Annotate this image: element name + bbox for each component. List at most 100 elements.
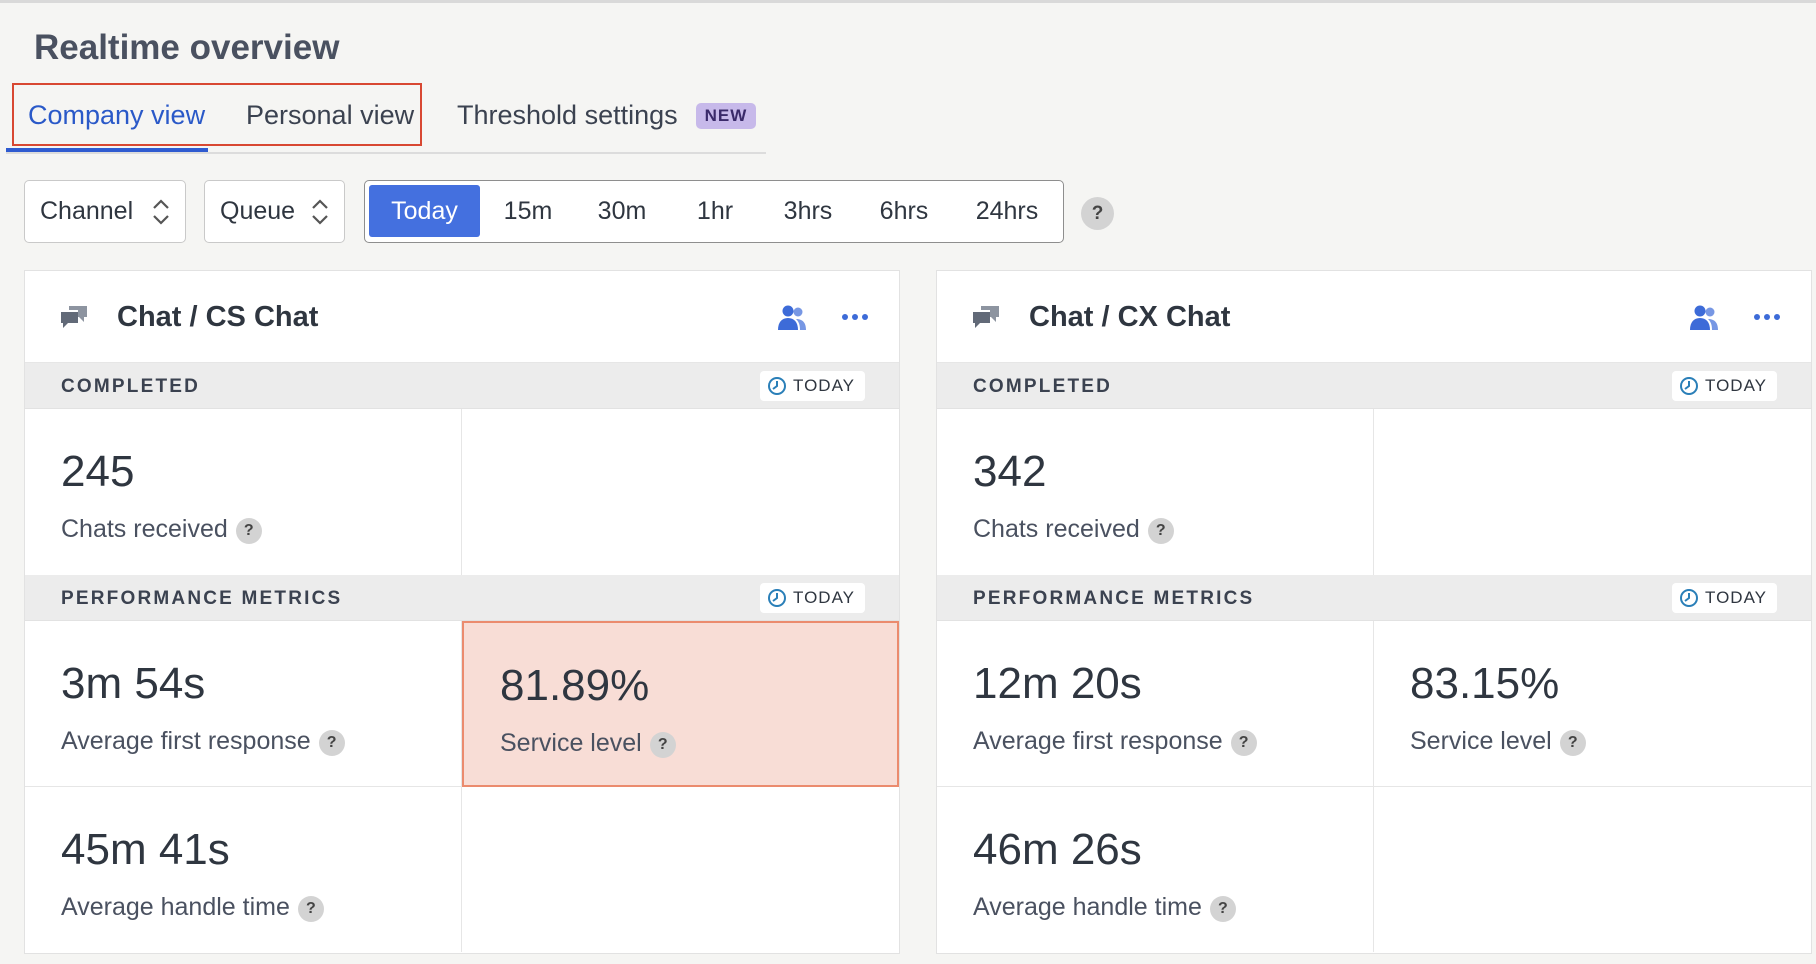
range-6hrs-button[interactable]: 6hrs	[879, 197, 929, 225]
agents-icon[interactable]	[1689, 303, 1719, 331]
period-label: TODAY	[1705, 376, 1767, 395]
completed-section-header: COMPLETED TODAY	[937, 363, 1811, 409]
card-header: Chat / CX Chat	[937, 271, 1811, 363]
metric-value: 45m 41s	[61, 825, 230, 874]
range-1hr-button[interactable]: 1hr	[696, 197, 734, 225]
range-15m-button[interactable]: 15m	[503, 197, 553, 225]
metric-label-text: Average handle time	[61, 893, 290, 921]
help-icon[interactable]: ?	[235, 518, 262, 544]
tab-threshold-settings[interactable]: Threshold settings NEW	[457, 100, 757, 131]
new-badge: NEW	[695, 103, 757, 129]
agents-icon[interactable]	[777, 303, 807, 331]
period-badge: TODAY	[760, 371, 865, 401]
channel-select[interactable]: Channel	[24, 180, 186, 243]
queue-select[interactable]: Queue	[204, 180, 345, 243]
metric-label-text: Average first response	[973, 727, 1223, 755]
help-icon[interactable]: ?	[297, 896, 324, 922]
metric-label: Chats received?	[973, 515, 1174, 544]
chat-bubbles-icon	[61, 306, 87, 328]
tab-company-view[interactable]: Company view	[28, 100, 206, 130]
metric-value: 83.15%	[1410, 659, 1560, 708]
metric-chats-received: 245 Chats received?	[25, 409, 462, 575]
queue-card-cs-chat: Chat / CS Chat COMPLETED TODAY 245 Chats…	[24, 270, 900, 954]
metric-label: Average handle time?	[61, 893, 324, 922]
clock-icon	[1680, 377, 1698, 395]
chat-bubbles-icon	[973, 306, 999, 328]
empty-cell	[1374, 409, 1811, 575]
performance-section-header: PERFORMANCE METRICS TODAY	[25, 575, 899, 621]
metric-label: Chats received?	[61, 515, 262, 544]
chevron-up-down-icon	[312, 199, 328, 225]
period-label: TODAY	[1705, 588, 1767, 607]
help-icon[interactable]: ?	[1147, 518, 1174, 544]
metric-average-first-response: 12m 20s Average first response?	[937, 621, 1374, 787]
performance-section-header: PERFORMANCE METRICS TODAY	[937, 575, 1811, 621]
tab-personal-view[interactable]: Personal view	[246, 100, 415, 130]
metric-average-handle-time: 46m 26s Average handle time?	[937, 787, 1374, 952]
clock-icon	[768, 589, 786, 607]
card-header: Chat / CS Chat	[25, 271, 899, 363]
range-3hrs-button[interactable]: 3hrs	[783, 197, 833, 225]
metric-label: Average first response?	[973, 727, 1257, 756]
period-badge: TODAY	[760, 583, 865, 613]
clock-icon	[768, 377, 786, 395]
empty-cell	[462, 787, 899, 952]
empty-cell	[462, 409, 899, 575]
metric-label: Average handle time?	[973, 893, 1236, 922]
active-tab-indicator	[6, 148, 208, 152]
top-divider	[0, 0, 1816, 3]
section-label-performance: PERFORMANCE METRICS	[61, 588, 343, 609]
help-icon[interactable]: ?	[1559, 730, 1586, 756]
metric-value: 3m 54s	[61, 659, 206, 708]
card-title: Chat / CS Chat	[117, 301, 319, 333]
metric-label-text: Chats received	[61, 515, 228, 543]
queue-card-cx-chat: Chat / CX Chat COMPLETED TODAY 342 Chats…	[936, 270, 1812, 954]
metric-service-level: 81.89% Service level?	[462, 621, 899, 787]
range-30m-button[interactable]: 30m	[597, 197, 647, 225]
queue-select-value: Queue	[220, 197, 296, 225]
metric-label: Service level?	[1410, 727, 1586, 756]
more-horizontal-icon[interactable]	[841, 307, 869, 327]
time-range-help-icon[interactable]: ?	[1081, 197, 1114, 230]
metric-value: 342	[973, 447, 1047, 496]
metric-value: 245	[61, 447, 135, 496]
metric-label: Average first response?	[61, 727, 345, 756]
time-range-selector: Today 15m 30m 1hr 3hrs 6hrs 24hrs	[364, 180, 1064, 243]
range-24hrs-button[interactable]: 24hrs	[975, 197, 1039, 225]
metric-label-text: Average handle time	[973, 893, 1202, 921]
section-label-completed: COMPLETED	[973, 376, 1113, 397]
help-icon[interactable]: ?	[318, 730, 345, 756]
tab-threshold-settings-label: Threshold settings	[457, 100, 678, 130]
period-label: TODAY	[793, 376, 855, 395]
card-title: Chat / CX Chat	[1029, 301, 1231, 333]
metric-label: Service level?	[500, 729, 676, 758]
view-tabs: Company view Personal view Threshold set…	[6, 84, 766, 154]
help-icon[interactable]: ?	[1209, 896, 1236, 922]
metric-label-text: Average first response	[61, 727, 311, 755]
metric-label-text: Chats received	[973, 515, 1140, 543]
metric-average-handle-time: 45m 41s Average handle time?	[25, 787, 462, 952]
metric-chats-received: 342 Chats received?	[937, 409, 1374, 575]
period-badge: TODAY	[1672, 371, 1777, 401]
section-label-performance: PERFORMANCE METRICS	[973, 588, 1255, 609]
section-label-completed: COMPLETED	[61, 376, 201, 397]
help-icon[interactable]: ?	[1230, 730, 1257, 756]
page-title: Realtime overview	[34, 28, 340, 67]
metric-label-text: Service level	[1410, 727, 1552, 755]
period-badge: TODAY	[1672, 583, 1777, 613]
more-horizontal-icon[interactable]	[1753, 307, 1781, 327]
completed-section-header: COMPLETED TODAY	[25, 363, 899, 409]
metric-label-text: Service level	[500, 729, 642, 757]
metric-value: 81.89%	[500, 661, 650, 710]
chevron-up-down-icon	[153, 199, 169, 225]
channel-select-value: Channel	[40, 197, 134, 225]
metric-average-first-response: 3m 54s Average first response?	[25, 621, 462, 787]
range-today-button[interactable]: Today	[369, 185, 480, 237]
clock-icon	[1680, 589, 1698, 607]
metric-value: 12m 20s	[973, 659, 1142, 708]
empty-cell	[1374, 787, 1811, 952]
metric-value: 46m 26s	[973, 825, 1142, 874]
metric-service-level: 83.15% Service level?	[1374, 621, 1811, 787]
help-icon[interactable]: ?	[649, 732, 676, 758]
period-label: TODAY	[793, 588, 855, 607]
